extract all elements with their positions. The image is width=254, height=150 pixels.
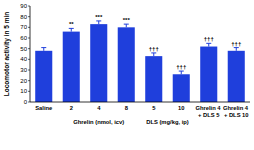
y-tick: [28, 102, 30, 103]
error-bar: [41, 48, 46, 51]
bar: [63, 32, 80, 102]
x-axis: [30, 102, 250, 103]
y-tick: [28, 16, 30, 17]
group-label: Ghrelin (nmol, icv): [73, 119, 124, 125]
x-tick-label: Ghrelin 4 + DLS 5: [195, 105, 222, 118]
group-label: DLS (mg/kg, ip): [146, 119, 189, 125]
y-tick-label: 10: [20, 88, 27, 94]
y-tick-label: 0: [24, 99, 28, 105]
y-tick: [28, 38, 30, 39]
y-tick: [28, 6, 30, 7]
error-bar: [234, 48, 239, 51]
error-bar: [69, 28, 74, 31]
error-bar: [96, 21, 101, 24]
y-tick: [28, 70, 30, 71]
error-bar: [124, 24, 129, 27]
y-axis: [30, 6, 31, 102]
y-tick: [28, 80, 30, 81]
x-tick-label: 10: [178, 105, 184, 111]
y-tick-label: 50: [20, 46, 27, 52]
y-tick: [28, 91, 30, 92]
y-tick: [28, 48, 30, 49]
y-tick: [28, 59, 30, 60]
y-tick-label: 80: [20, 14, 27, 20]
x-tick-label: 2: [70, 105, 73, 111]
y-axis-label: Locomotor activity in 5 min: [3, 12, 11, 97]
x-tick-label: 5: [152, 105, 156, 111]
bar: [118, 27, 135, 102]
x-tick-label: Saline: [35, 105, 53, 111]
bar: [173, 74, 190, 102]
y-tick-label: 40: [20, 56, 27, 62]
bar: [200, 47, 217, 102]
chart: ********††††††††††††0102030405060708090L…: [0, 0, 254, 150]
x-tick-label: 4: [97, 105, 101, 111]
x-tick-label: 8: [125, 105, 129, 111]
y-tick-label: 70: [20, 24, 27, 30]
error-bar: [179, 71, 184, 74]
label-line: Ghrelin 4: [195, 105, 222, 111]
y-tick-label: 60: [20, 35, 27, 41]
bar: [228, 51, 245, 102]
y-tick-label: 30: [20, 67, 27, 73]
y-tick-label: 90: [20, 3, 27, 9]
label-line: + DLS 5: [198, 112, 220, 118]
bar: [90, 24, 107, 102]
label-line: + DLS 10: [224, 112, 249, 118]
annotation: †††: [231, 41, 241, 47]
annotation: **: [69, 21, 74, 27]
annotation: †††: [176, 64, 186, 70]
bar: [145, 56, 162, 102]
annotation: †††: [149, 46, 159, 52]
y-tick-label: 20: [20, 78, 27, 84]
error-bar: [151, 53, 156, 56]
error-bar: [206, 43, 211, 46]
annotation: †††: [204, 36, 214, 42]
bars: [35, 21, 245, 102]
x-tick-label: Ghrelin 4 + DLS 10: [223, 105, 250, 118]
bar: [35, 51, 52, 102]
annotation: ***: [123, 17, 131, 23]
y-tick: [28, 27, 30, 28]
label-line: Ghrelin 4: [223, 105, 250, 111]
annotation: ***: [95, 14, 103, 20]
